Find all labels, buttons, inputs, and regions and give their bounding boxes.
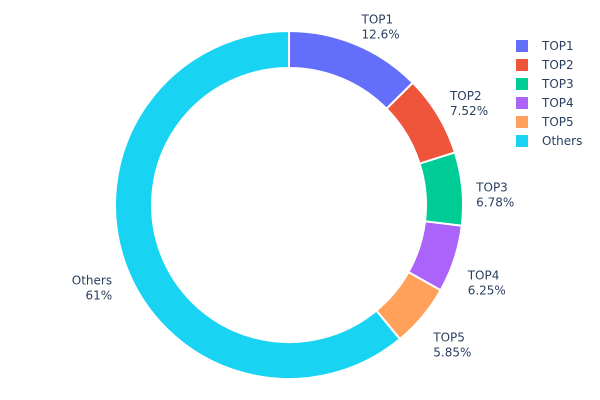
- legend-item-others[interactable]: Others: [516, 134, 582, 148]
- legend-item-top3[interactable]: TOP3: [516, 77, 574, 91]
- slice-label-value: 6.25%: [468, 283, 506, 297]
- slice-label-name: TOP3: [475, 180, 508, 194]
- slice-label-name: TOP4: [467, 268, 500, 282]
- slice-label-value: 12.6%: [361, 28, 399, 42]
- legend-item-top5[interactable]: TOP5: [516, 115, 574, 129]
- slice-label-name: TOP5: [432, 331, 465, 345]
- legend-swatch: [516, 97, 528, 109]
- legend: TOP1 TOP2 TOP3 TOP4 TOP5 Others: [516, 39, 582, 148]
- legend-label: TOP2: [541, 58, 574, 72]
- slice-label-name: TOP1: [360, 13, 393, 27]
- slice-label-name: Others: [72, 274, 112, 288]
- legend-item-top1[interactable]: TOP1: [516, 39, 574, 53]
- slice-others[interactable]: [114, 29, 402, 380]
- legend-swatch: [516, 135, 528, 147]
- slice-label-name: TOP2: [449, 89, 482, 103]
- slice-label-value: 5.85%: [433, 346, 471, 360]
- slice-top1[interactable]: [288, 29, 415, 111]
- slice-top3[interactable]: [418, 151, 464, 227]
- legend-swatch: [516, 59, 528, 71]
- slice-label-value: 6.78%: [476, 195, 514, 209]
- legend-label: Others: [542, 134, 582, 148]
- legend-item-top2[interactable]: TOP2: [516, 58, 574, 72]
- legend-swatch: [516, 40, 528, 52]
- legend-swatch: [516, 116, 528, 128]
- legend-label: TOP3: [541, 77, 574, 91]
- slice-label-value: 7.52%: [450, 104, 488, 118]
- legend-label: TOP5: [541, 115, 574, 129]
- legend-swatch: [516, 78, 528, 90]
- legend-label: TOP4: [541, 96, 574, 110]
- legend-label: TOP1: [541, 39, 574, 53]
- slice-label-value: 61%: [85, 289, 112, 303]
- legend-item-top4[interactable]: TOP4: [516, 96, 574, 110]
